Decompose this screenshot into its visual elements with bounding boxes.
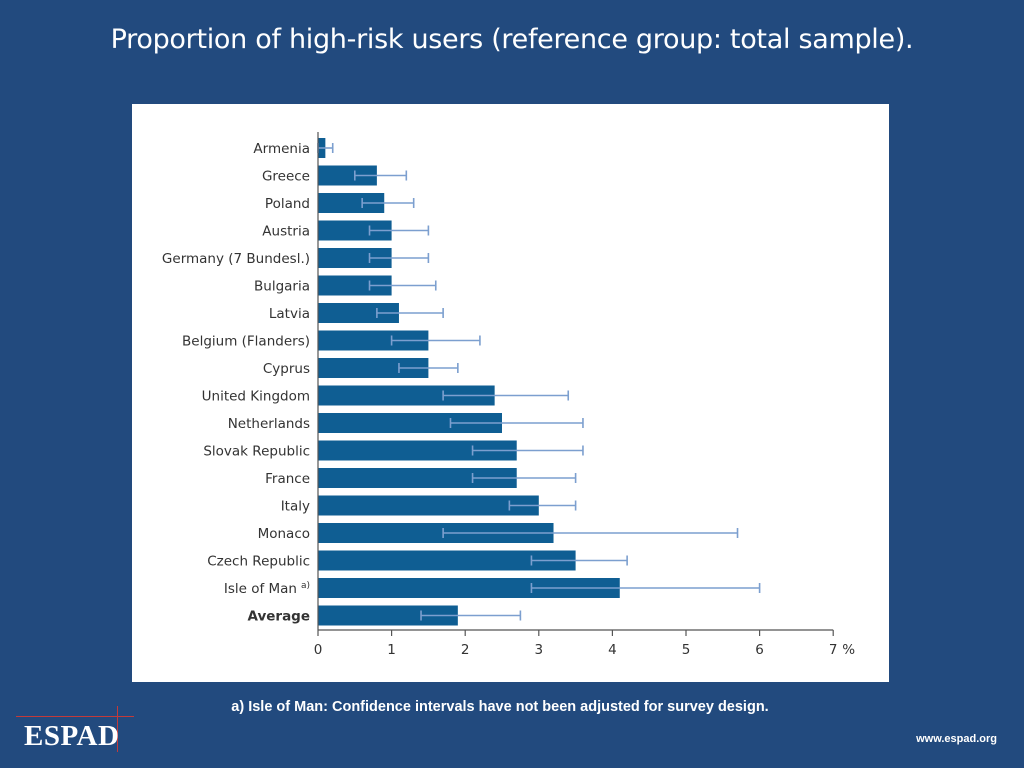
bar-bulgaria bbox=[318, 275, 392, 296]
category-label-bulgaria: Bulgaria bbox=[254, 279, 310, 295]
logo-text: ESPAD bbox=[24, 720, 120, 752]
bar-germany-7-bundesl bbox=[318, 248, 392, 268]
x-axis-unit: % bbox=[842, 642, 855, 658]
x-tick-label-4: 4 bbox=[608, 642, 617, 658]
category-label-austria: Austria bbox=[262, 224, 310, 240]
logo-vertical-line bbox=[117, 706, 118, 752]
category-label-poland: Poland bbox=[265, 196, 310, 212]
slide-title: Proportion of high-risk users (reference… bbox=[110, 24, 914, 55]
x-tick-label-5: 5 bbox=[682, 642, 691, 658]
bar-poland bbox=[318, 193, 385, 213]
bar-greece bbox=[318, 165, 377, 186]
category-superscript-isle-of-man: a) bbox=[301, 581, 310, 591]
category-label-slovak-republic: Slovak Republic bbox=[203, 444, 310, 460]
x-tick-label-0: 0 bbox=[314, 642, 323, 658]
category-label-belgium-flanders: Belgium (Flanders) bbox=[182, 334, 310, 350]
website-link[interactable]: www.espad.org bbox=[916, 733, 997, 745]
category-label-greece: Greece bbox=[262, 169, 310, 185]
category-label-cyprus: Cyprus bbox=[263, 361, 310, 377]
category-label-germany-7-bundesl: Germany (7 Bundesl.) bbox=[162, 251, 310, 267]
x-tick-label-1: 1 bbox=[387, 642, 396, 658]
bar-belgium-flanders bbox=[318, 330, 429, 351]
bar-united-kingdom bbox=[318, 385, 495, 406]
footnote: a) Isle of Man: Confidence intervals hav… bbox=[231, 699, 769, 715]
x-tick-label-6: 6 bbox=[755, 642, 764, 658]
bar-slovak-republic bbox=[318, 440, 517, 461]
x-tick-label-7: 7 bbox=[829, 642, 838, 658]
espad-logo: ESPAD bbox=[16, 706, 134, 754]
bar-average bbox=[318, 605, 458, 626]
bar-italy bbox=[318, 495, 539, 516]
bar-monaco bbox=[318, 523, 554, 543]
x-tick-label-3: 3 bbox=[535, 642, 544, 658]
category-label-france: France bbox=[265, 471, 310, 487]
chart-panel: Armenia Greece Poland Austria Germany (7 Bun… bbox=[132, 104, 889, 682]
category-label-united-kingdom: United Kingdom bbox=[202, 389, 310, 405]
bar-austria bbox=[318, 220, 392, 241]
category-label-armenia: Armenia bbox=[253, 141, 310, 157]
category-label-average: Average bbox=[247, 609, 310, 625]
bar-france bbox=[318, 468, 517, 488]
bar-latvia bbox=[318, 303, 399, 323]
bar-isle-of-man bbox=[318, 578, 620, 598]
logo-horizontal-line bbox=[16, 716, 134, 717]
bar-chart: Armenia Greece Poland Austria Germany (7 Bun… bbox=[162, 132, 855, 658]
category-label-latvia: Latvia bbox=[269, 306, 310, 322]
category-label-monaco: Monaco bbox=[258, 526, 310, 542]
category-label-isle-of-man: Isle of Man bbox=[224, 581, 297, 597]
category-label-czech-republic: Czech Republic bbox=[207, 554, 310, 570]
x-tick-label-2: 2 bbox=[461, 642, 470, 658]
category-label-italy: Italy bbox=[281, 499, 310, 515]
bar-czech-republic bbox=[318, 550, 576, 571]
bar-cyprus bbox=[318, 358, 429, 378]
category-label-netherlands: Netherlands bbox=[228, 416, 310, 432]
bar-netherlands bbox=[318, 413, 502, 433]
